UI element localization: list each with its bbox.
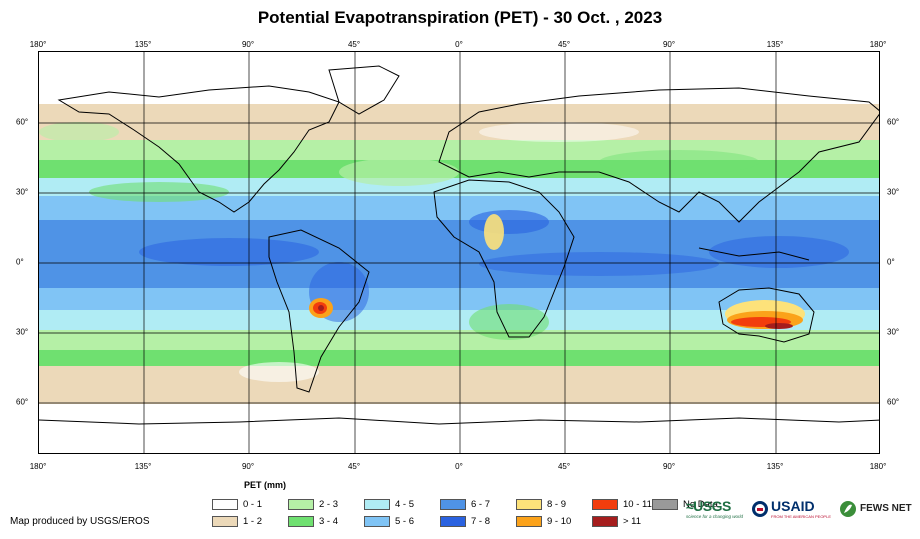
legend-label: No Data xyxy=(683,499,718,510)
usgs-logo: ≈USGS science for a changing world xyxy=(686,498,743,519)
legend: 0 - 1 1 - 2 2 - 3 3 - 4 4 - 5 5 - 6 6 - … xyxy=(212,499,652,533)
lon-tick-top: 90° xyxy=(241,40,255,49)
legend-item: 8 - 9 xyxy=(516,499,566,510)
legend-swatch xyxy=(212,499,238,510)
greenland-outline xyxy=(328,65,400,115)
usaid-tagline: FROM THE AMERICAN PEOPLE xyxy=(771,514,831,519)
legend-swatch xyxy=(592,499,618,510)
lon-tick-bottom: 135° xyxy=(134,462,152,471)
fews-net-logo-text: FEWS NET xyxy=(859,503,912,514)
lon-tick-top: 90° xyxy=(662,40,676,49)
legend-item: 1 - 2 xyxy=(212,516,262,527)
europe-asia-outline xyxy=(438,87,879,223)
legend-item: 2 - 3 xyxy=(288,499,338,510)
legend-swatch xyxy=(652,499,678,510)
lat-tick-right: 0° xyxy=(887,257,895,267)
legend-label: 7 - 8 xyxy=(471,516,491,527)
africa-outline xyxy=(433,179,575,338)
producer-credit: Map produced by USGS/EROS xyxy=(10,516,150,527)
pet-patches xyxy=(39,122,849,382)
legend-label: 9 - 10 xyxy=(547,516,572,527)
lat-tick-left: 30° xyxy=(16,327,29,337)
coastlines xyxy=(39,65,879,425)
legend-swatch xyxy=(288,499,314,510)
lon-tick-bottom: 90° xyxy=(241,462,255,471)
legend-item: > 11 xyxy=(592,516,641,527)
lat-tick-right: 60° xyxy=(887,397,900,407)
legend-item: 9 - 10 xyxy=(516,516,571,527)
legend-item: 5 - 6 xyxy=(364,516,414,527)
lat-tick-left: 30° xyxy=(16,187,29,197)
map-title: Potential Evapotranspiration (PET) - 30 … xyxy=(257,8,663,27)
lon-tick-bottom: 45° xyxy=(347,462,361,471)
legend-swatch xyxy=(516,516,542,527)
legend-item: 7 - 8 xyxy=(440,516,490,527)
fews-net-leaf-icon xyxy=(839,500,856,517)
legend-label: > 11 xyxy=(623,516,642,527)
lat-tick-left: 60° xyxy=(16,117,29,127)
lon-tick-top: 135° xyxy=(766,40,784,49)
legend-label: 5 - 6 xyxy=(395,516,415,527)
legend-label: 8 - 9 xyxy=(547,499,567,510)
legend-swatch xyxy=(516,499,542,510)
legend-swatch xyxy=(364,516,390,527)
lat-tick-left: 60° xyxy=(16,397,29,407)
lon-tick-top: 45° xyxy=(347,40,361,49)
usaid-logo-text: USAID xyxy=(771,498,815,514)
legend-title: PET (mm) xyxy=(244,480,287,490)
usaid-seal-icon xyxy=(752,500,769,517)
legend-swatch xyxy=(440,499,466,510)
lon-tick-top: 180° xyxy=(29,40,47,49)
lon-tick-top: 45° xyxy=(557,40,571,49)
legend-label: 3 - 4 xyxy=(319,516,339,527)
lat-tick-right: 30° xyxy=(887,187,900,197)
legend-swatch xyxy=(592,516,618,527)
legend-label: 6 - 7 xyxy=(471,499,491,510)
lon-tick-bottom: 0° xyxy=(455,462,463,471)
graticule xyxy=(39,52,879,453)
lon-tick-top: 180° xyxy=(869,40,887,49)
north-america-outline xyxy=(57,85,340,213)
legend-swatch xyxy=(440,516,466,527)
legend-swatch xyxy=(288,516,314,527)
legend-swatch xyxy=(212,516,238,527)
antarctica-outline xyxy=(39,417,879,425)
pet-map-svg xyxy=(39,52,879,453)
usaid-logo: USAID FROM THE AMERICAN PEOPLE xyxy=(751,498,831,519)
fews-net-logo: FEWS NET xyxy=(839,500,912,518)
legend-item: 6 - 7 xyxy=(440,499,490,510)
legend-label: 4 - 5 xyxy=(395,499,415,510)
legend-item: 0 - 1 xyxy=(212,499,262,510)
lon-tick-bottom: 45° xyxy=(557,462,571,471)
legend-item: 4 - 5 xyxy=(364,499,414,510)
lon-tick-top: 0° xyxy=(455,40,463,49)
legend-item: 10 - 11 xyxy=(592,499,652,510)
lon-tick-bottom: 135° xyxy=(766,462,784,471)
lon-tick-bottom: 90° xyxy=(662,462,676,471)
lat-tick-left: 0° xyxy=(16,257,24,267)
indonesia-outline xyxy=(698,247,810,261)
legend-label: 1 - 2 xyxy=(243,516,263,527)
pet-map xyxy=(38,51,880,454)
usgs-logo-text: ≈USGS xyxy=(686,498,731,514)
legend-swatch xyxy=(364,499,390,510)
lon-tick-bottom: 180° xyxy=(29,462,47,471)
legend-item: 3 - 4 xyxy=(288,516,338,527)
lat-tick-right: 60° xyxy=(887,117,900,127)
lon-tick-top: 135° xyxy=(134,40,152,49)
legend-label: 10 - 11 xyxy=(623,499,652,510)
legend-label: 0 - 1 xyxy=(243,499,263,510)
australia-outline xyxy=(718,287,815,343)
legend-label: 2 - 3 xyxy=(319,499,339,510)
logo-strip: ≈USGS science for a changing world USAID… xyxy=(686,498,920,519)
lat-tick-right: 30° xyxy=(887,327,900,337)
usgs-tagline: science for a changing world xyxy=(686,514,744,519)
lon-tick-bottom: 180° xyxy=(869,462,887,471)
south-america-outline xyxy=(268,229,370,393)
legend-item-no-data: No Data xyxy=(652,499,718,510)
